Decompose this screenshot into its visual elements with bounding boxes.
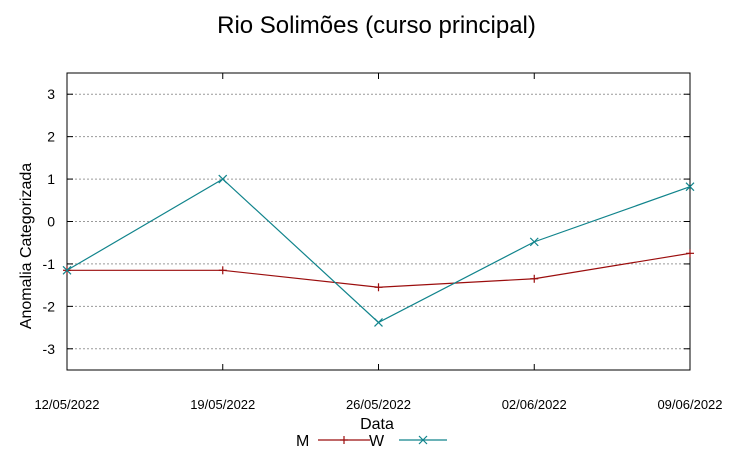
data-point-w: [62, 265, 72, 275]
grid-lines: [67, 93, 690, 350]
y-tick-label: 0: [47, 214, 55, 230]
y-tick-label: 3: [47, 86, 55, 102]
y-axis-label: Anomalia Categorizada: [18, 163, 35, 329]
y-tick-label: -2: [43, 298, 56, 314]
x-tick-label: 12/05/2022: [34, 397, 99, 412]
x-tick-label: 26/05/2022: [346, 397, 411, 412]
x-axis: 12/05/2022 19/05/2022 26/05/2022 02/06/2022…: [34, 73, 723, 412]
data-point-m: [218, 266, 227, 275]
data-point-w: [529, 237, 539, 247]
data-point-m: [686, 249, 694, 258]
series-line-w: [66, 178, 691, 324]
y-axis: 3 2 1 0 -1 -2 -3: [43, 86, 690, 357]
y-tick-label: -1: [43, 256, 56, 272]
chart-title: Rio Solimões (curso principal): [217, 12, 536, 39]
y-tick-label: 2: [47, 129, 55, 145]
series-layer: [62, 174, 695, 327]
x-tick-label: 02/06/2022: [502, 397, 567, 412]
data-point-w: [374, 318, 383, 327]
data-point-m: [530, 274, 539, 283]
series-line-m: [67, 252, 691, 288]
legend-label-w: W: [369, 433, 385, 450]
legend-marker-m: [340, 436, 348, 444]
legend-label-m: M: [296, 433, 309, 450]
data-point-m: [374, 283, 383, 292]
data-point-w: [218, 174, 228, 184]
data-point-w: [685, 182, 695, 192]
legend-marker-w: [418, 435, 428, 445]
x-tick-label: 19/05/2022: [190, 397, 255, 412]
x-axis-label: Data: [360, 416, 394, 433]
x-tick-label: 09/06/2022: [657, 397, 722, 412]
y-tick-label: -3: [43, 341, 56, 357]
y-tick-label: 1: [47, 171, 55, 187]
